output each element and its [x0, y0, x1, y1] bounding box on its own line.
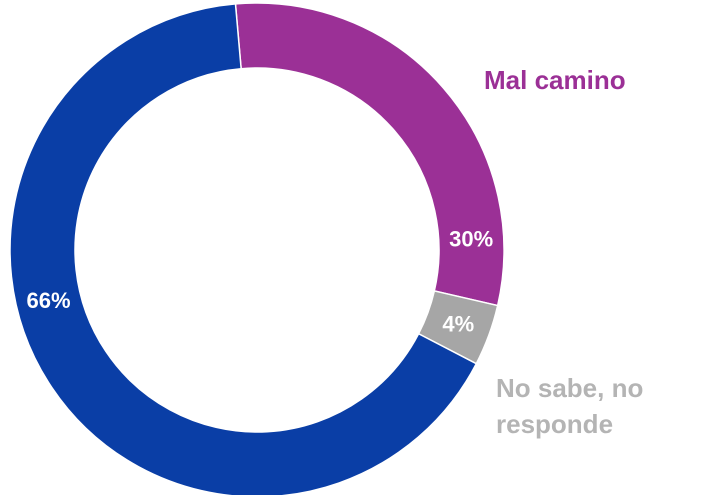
category-label-no-sabe-line1: No sabe, no: [496, 373, 644, 403]
category-label-left-fragment: o: [0, 260, 1, 296]
donut-value-labels: 30% 4% 66%: [26, 226, 493, 336]
donut-value-label-0: 30%: [449, 226, 493, 251]
category-label-no-sabe: No sabe, no responde: [496, 370, 643, 442]
donut-value-label-2: 66%: [26, 288, 70, 313]
category-label-no-sabe-line2: responde: [496, 409, 614, 439]
donut-slices: [9, 2, 505, 495]
donut-value-label-1: 4%: [442, 312, 474, 337]
category-label-mal-camino: Mal camino: [484, 65, 626, 95]
donut-slice-2: [9, 3, 478, 495]
donut-slice-0: [234, 2, 505, 307]
